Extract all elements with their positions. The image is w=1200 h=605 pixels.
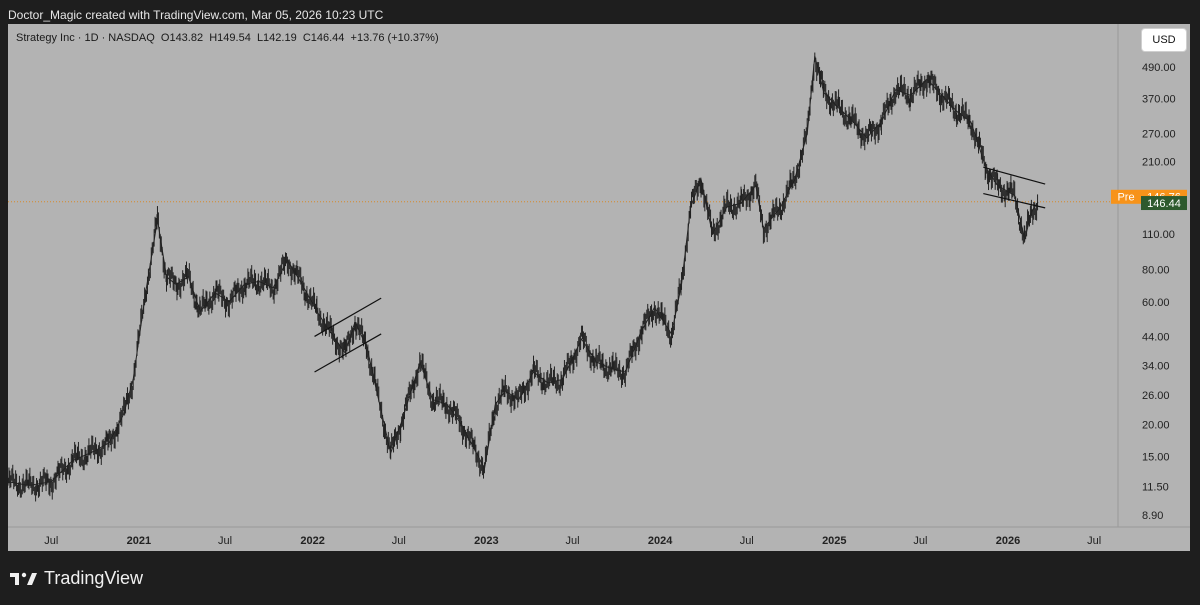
tradingview-brand[interactable]: TradingView xyxy=(10,568,143,589)
time-axis-tick-label: Jul xyxy=(392,535,406,547)
price-axis-tick-label: 210.00 xyxy=(1142,157,1176,169)
trend-channel-line-0 xyxy=(314,297,382,337)
time-axis-tick-label: Jul xyxy=(565,535,579,547)
series-layer xyxy=(8,52,1039,502)
legend-symbol: Strategy Inc · 1D · NASDAQ xyxy=(16,32,155,44)
trend-channel-line-2 xyxy=(983,166,1046,185)
time-axis-tick-label: Jul xyxy=(913,535,927,547)
price-axis-tick-label: 15.00 xyxy=(1142,452,1170,464)
time-axis-tick-label: Jul xyxy=(740,535,754,547)
legend-high: H149.54 xyxy=(209,32,251,44)
price-axis-tick-label: 110.00 xyxy=(1142,229,1175,241)
tradingview-logo-icon xyxy=(10,572,37,585)
pre-label-tag xyxy=(1111,189,1141,204)
price-axis-tick-label: 270.00 xyxy=(1142,129,1176,141)
time-axis: Jul 2021 Jul 2022 Jul 2023 Jul 2024 Jul 2025 Jul 20… xyxy=(44,535,1101,547)
time-axis-tick-label: 2025 xyxy=(822,535,846,547)
time-axis-tick-label: 2023 xyxy=(474,535,498,547)
price-axis-tick-label: 8.90 xyxy=(1142,510,1163,522)
chart-credit: Doctor_Magic created with TradingView.co… xyxy=(8,8,384,22)
price-series-line-0 xyxy=(8,56,1039,487)
pre-label-text: Pre xyxy=(1117,191,1134,203)
last-price-tag xyxy=(1141,196,1187,211)
chart-pane[interactable]: 650.00490.00370.00270.00210.00110.0080.0… xyxy=(8,24,1190,551)
price-chart-svg[interactable]: 650.00490.00370.00270.00210.00110.0080.0… xyxy=(8,24,1190,551)
trend-channel-line-1 xyxy=(314,333,382,373)
price-axis-tick-label: 20.00 xyxy=(1142,420,1170,432)
legend-change: +13.76 (+10.37%) xyxy=(350,32,439,44)
price-axis-tick-label: 490.00 xyxy=(1142,62,1176,74)
price-axis-tick-label: 44.00 xyxy=(1142,331,1170,343)
last-price-text: 146.44 xyxy=(1147,198,1181,210)
symbol-legend: Strategy Inc · 1D · NASDAQ O143.82 H149.… xyxy=(16,32,439,44)
time-axis-tick-label: Jul xyxy=(218,535,232,547)
price-axis-tick-label: 34.00 xyxy=(1142,360,1170,372)
price-axis-tick-label: 370.00 xyxy=(1142,93,1176,105)
trend-channel-line-3 xyxy=(983,192,1046,209)
price-axis-tick-label: 80.00 xyxy=(1142,265,1170,277)
time-axis-tick-label: Jul xyxy=(1087,535,1101,547)
time-axis-tick-label: 2021 xyxy=(127,535,151,547)
legend-open: O143.82 xyxy=(160,32,204,44)
trendline-layer xyxy=(314,166,1046,373)
time-axis-tick-label: 2024 xyxy=(648,535,673,547)
price-axis-tick-label: 60.00 xyxy=(1142,297,1170,309)
time-axis-tick-label: 2022 xyxy=(300,535,324,547)
time-axis-tick-label: 2026 xyxy=(996,535,1020,547)
legend-close: C146.44 xyxy=(302,32,345,44)
currency-button[interactable]: USD xyxy=(1141,28,1187,52)
legend-low: L142.19 xyxy=(256,32,297,44)
time-axis-tick-label: Jul xyxy=(44,535,58,547)
brand-name: TradingView xyxy=(44,568,144,588)
price-axis-tick-label: 26.00 xyxy=(1142,390,1170,402)
price-axis: 650.00490.00370.00270.00210.00110.0080.0… xyxy=(1142,30,1176,522)
price-axis-tick-label: 11.50 xyxy=(1142,481,1169,493)
